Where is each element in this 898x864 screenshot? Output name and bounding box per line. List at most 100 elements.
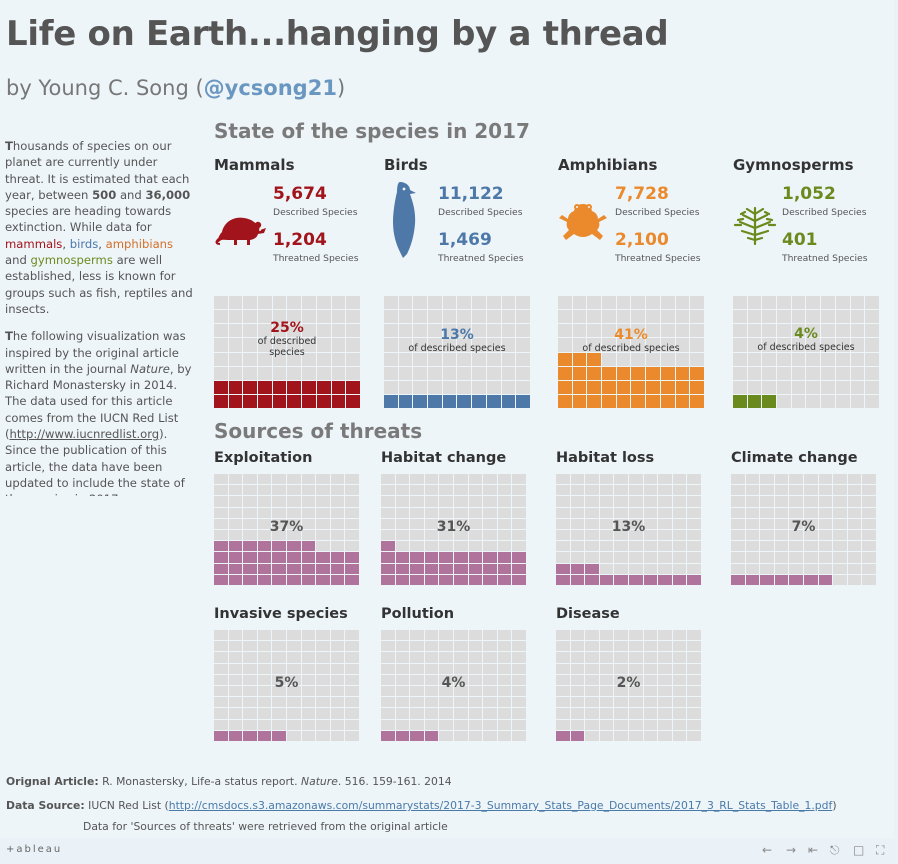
waffle-cell-empty	[850, 352, 865, 366]
tableau-logo[interactable]: +ableau	[6, 844, 63, 855]
waffle-cell-empty	[835, 352, 850, 366]
species-card-gymnosperms[interactable]: Gymnosperms 1,052 Described Species 401 Thre…	[733, 156, 898, 426]
waffle-cell-empty	[585, 552, 599, 563]
threat-waffle[interactable]	[381, 630, 526, 741]
waffle-cell-empty	[301, 697, 316, 708]
waffle-cell-empty	[660, 352, 675, 366]
threat-waffle[interactable]	[214, 474, 359, 585]
frog-icon	[558, 198, 608, 248]
waffle-cell-empty	[243, 641, 257, 652]
waffle-cell-filled	[483, 574, 497, 585]
waffle-cell-empty	[658, 630, 672, 641]
waffle-cell-empty	[381, 474, 395, 485]
share-icon[interactable]: ⎋	[830, 843, 840, 857]
threat-waffle[interactable]	[556, 474, 701, 585]
species-card-mammals[interactable]: Mammals 5,674 Described Species 1,204 Threat…	[214, 156, 384, 426]
waffle-cell-filled	[660, 394, 675, 408]
waffle-cell-empty	[316, 708, 330, 719]
waffle-cell-empty	[570, 541, 585, 552]
waffle-cell-empty	[330, 663, 345, 674]
waffle-cell-filled	[501, 394, 516, 408]
waffle-cell-filled	[616, 394, 631, 408]
waffle-cell-empty	[316, 352, 331, 366]
waffle-cell-empty	[395, 719, 410, 730]
threat-waffle[interactable]	[731, 474, 876, 585]
waffle-cell-empty	[243, 296, 258, 310]
waffle-cell-empty	[257, 708, 272, 719]
redo-icon[interactable]: →	[786, 843, 797, 857]
waffle-cell-empty	[483, 529, 497, 541]
waffle-cell-empty	[439, 474, 453, 485]
waffle-cell-empty	[660, 296, 675, 310]
byline-suffix: )	[336, 76, 346, 100]
waffle-cell-empty	[468, 708, 483, 719]
text: housands of species on our planet are cu…	[5, 139, 190, 202]
waffle-cell-empty	[486, 380, 501, 394]
waffle-cell-empty	[512, 663, 526, 674]
waffle-cell-empty	[774, 529, 789, 541]
waffle-cell-empty	[257, 529, 272, 541]
waffle-cell-empty	[398, 380, 413, 394]
waffle-cell-empty	[439, 719, 453, 730]
waffle-cell-empty	[497, 507, 512, 518]
waffle-cell-filled	[214, 563, 228, 574]
text: ,	[98, 236, 106, 251]
waffle-cell-empty	[818, 507, 833, 518]
waffle-cell-empty	[345, 485, 359, 496]
waffle-cell-empty	[424, 674, 439, 685]
waffle-cell-empty	[301, 529, 316, 541]
species-waffle-mammals[interactable]	[214, 296, 360, 408]
waffle-cell-empty	[585, 652, 599, 663]
species-waffle-amphibians[interactable]	[558, 296, 704, 408]
revert-icon[interactable]: ⇤	[808, 843, 819, 857]
species-waffle-birds[interactable]	[384, 296, 530, 408]
species-waffle-gymnosperms[interactable]	[733, 296, 879, 408]
waffle-cell-empty	[384, 310, 398, 324]
threat-waffle[interactable]	[214, 630, 359, 741]
waffle-cell-filled	[301, 541, 316, 552]
waffle-cell-empty	[570, 685, 585, 697]
undo-icon[interactable]: ←	[762, 843, 773, 857]
waffle-cell-empty	[272, 352, 287, 366]
waffle-cell-empty	[345, 630, 359, 641]
fullscreen-icon[interactable]: ⛶	[876, 843, 885, 857]
threat-waffle[interactable]	[381, 474, 526, 585]
waffle-cell-empty	[483, 630, 497, 641]
waffle-cell-empty	[228, 496, 243, 507]
waffle-cell-empty	[821, 296, 835, 310]
waffle-cell-empty	[850, 296, 865, 310]
comment-icon[interactable]: □	[853, 843, 865, 857]
waffle-cell-empty	[272, 296, 287, 310]
waffle-cell-empty	[346, 310, 360, 324]
waffle-cell-empty	[865, 338, 879, 352]
author-handle-link[interactable]: @ycsong21	[203, 76, 337, 100]
waffle-cell-empty	[570, 674, 585, 685]
iucn-link[interactable]: http://www.iucnredlist.org	[9, 427, 160, 442]
species-card-birds[interactable]: Birds 11,122 Described Species 1,469 Threatn…	[384, 156, 554, 426]
species-name: Birds	[384, 156, 428, 174]
threat-waffle[interactable]	[556, 630, 701, 741]
waffle-cell-empty	[687, 529, 701, 541]
waffle-cell-empty	[439, 708, 453, 719]
waffle-cell-empty	[599, 663, 614, 674]
waffle-cell-empty	[316, 496, 330, 507]
waffle-cell-empty	[791, 310, 806, 324]
waffle-cell-empty	[483, 719, 497, 730]
waffle-cell-empty	[570, 719, 585, 730]
threat-name: Pollution	[381, 606, 455, 622]
waffle-cell-empty	[258, 352, 272, 366]
waffle-cell-empty	[672, 730, 687, 741]
waffle-cell-empty	[439, 697, 453, 708]
source-link[interactable]: http://cmsdocs.s3.amazonaws.com/summarys…	[168, 799, 833, 812]
waffle-cell-filled	[486, 394, 501, 408]
waffle-cell-empty	[424, 529, 439, 541]
species-card-amphibians[interactable]: Amphibians 7,728 Described Species 2,100 Thr…	[558, 156, 728, 426]
waffle-cell-empty	[833, 563, 847, 574]
waffle-cell-empty	[243, 310, 258, 324]
waffle-cell-empty	[214, 630, 228, 641]
waffle-cell-filled	[672, 574, 687, 585]
waffle-cell-empty	[439, 685, 453, 697]
waffle-cell-empty	[672, 719, 687, 730]
waffle-cell-empty	[556, 685, 570, 697]
waffle-cell-empty	[330, 474, 345, 485]
